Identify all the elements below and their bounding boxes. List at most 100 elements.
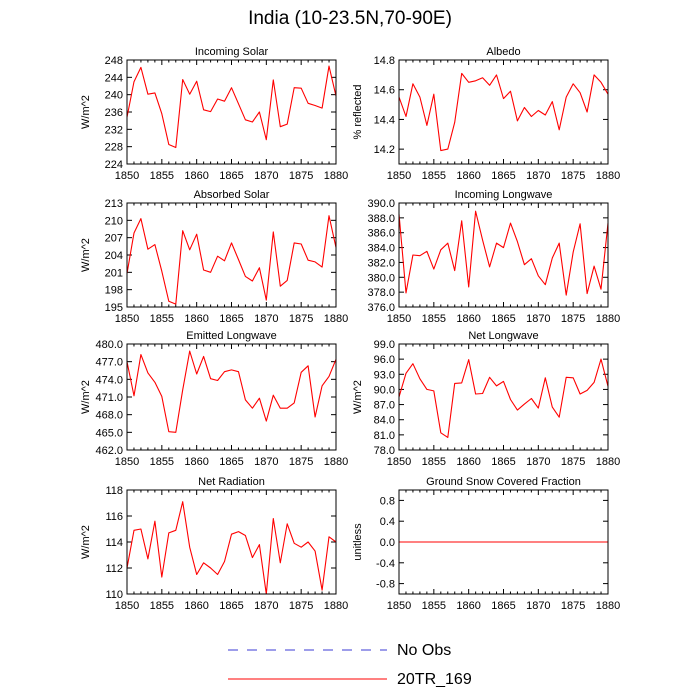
panel-1-title: Incoming Solar — [195, 46, 269, 58]
panel-1-xtick-label: 1855 — [150, 170, 174, 182]
panel-1-series-line — [126, 65, 337, 149]
panel-4-frame — [398, 202, 609, 308]
panel-1-ytick-label: 232 — [105, 124, 123, 136]
panel-8-xtick-label: 1875 — [561, 600, 585, 612]
panel-5-ytick-label: 471.0 — [95, 392, 123, 404]
panel-3-series-line — [126, 215, 337, 305]
panel-6-series-line — [398, 358, 609, 438]
panel-1-ytick-label: 224 — [105, 159, 123, 171]
panel-1-ytick-label: 248 — [105, 55, 123, 67]
panel-3-ytick-label: 207 — [105, 233, 123, 245]
panel-8-title: Ground Snow Covered Fraction — [426, 476, 581, 488]
panel-4-ytick-label: 384.0 — [367, 243, 395, 255]
panel-8-xtick-label: 1880 — [596, 600, 620, 612]
panel-1-xtick-label: 1865 — [219, 170, 243, 182]
panel-8-ytick-label: -0.8 — [376, 579, 395, 591]
panel-3-xtick-label: 1850 — [115, 313, 139, 325]
panel-5-xtick-label: 1865 — [219, 456, 243, 468]
panel-1-xtick-label: 1850 — [115, 170, 139, 182]
panel-1-xtick-label: 1870 — [254, 170, 278, 182]
panel-1-ytick-label: 228 — [105, 142, 123, 154]
panel-6-xtick-label: 1855 — [422, 456, 446, 468]
panel-5-xtick-label: 1875 — [289, 456, 313, 468]
panel-7-ytick-label: 112 — [105, 563, 123, 575]
panel-8-xtick-label: 1855 — [422, 600, 446, 612]
panel-3-ytick-label: 213 — [105, 198, 123, 210]
panel-3-xtick-label: 1875 — [289, 313, 313, 325]
panel-5-ytick-label: 477.0 — [95, 357, 123, 369]
panel-3-ytick-label: 201 — [105, 267, 123, 279]
panel-6-ytick-label: 99.0 — [374, 339, 395, 351]
panel-3-xtick-label: 1870 — [254, 313, 278, 325]
panel-2-xtick-label: 1870 — [526, 170, 550, 182]
panel-4-ytick-label: 386.0 — [367, 228, 395, 240]
panel-8-xtick-label: 1860 — [456, 600, 480, 612]
panel-2-xtick-label: 1880 — [596, 170, 620, 182]
panel-2-ylabel: % reflected — [352, 84, 364, 139]
panel-6-ytick-label: 81.0 — [374, 430, 395, 442]
panel-1-xtick-label: 1875 — [289, 170, 313, 182]
panel-6-xtick-label: 1850 — [387, 456, 411, 468]
panel-3-ytick-label: 204 — [105, 250, 123, 262]
panel-2-ytick-label: 14.8 — [374, 55, 395, 67]
panel-4-xtick-label: 1870 — [526, 313, 550, 325]
panel-4-xtick-label: 1860 — [456, 313, 480, 325]
panel-6-xtick-label: 1860 — [456, 456, 480, 468]
panel-7-title: Net Radiation — [198, 476, 265, 488]
panel-5-xtick-label: 1870 — [254, 456, 278, 468]
figure-title: India (10-23.5N,70-90E) — [248, 8, 452, 29]
panel-3-title: Absorbed Solar — [194, 189, 270, 201]
panel-6-xtick-label: 1865 — [491, 456, 515, 468]
panel-8-ytick-label: 0.8 — [380, 495, 395, 507]
panel-6-ytick-label: 84.0 — [374, 415, 395, 427]
panel-3-ytick-label: 198 — [105, 285, 123, 297]
panel-5-ylabel: W/m^2 — [80, 380, 92, 414]
panel-3-ytick-label: 195 — [105, 302, 123, 314]
panel-4-xtick-label: 1865 — [491, 313, 515, 325]
panel-6-xtick-label: 1870 — [526, 456, 550, 468]
panel-2-ytick-label: 14.6 — [374, 85, 395, 97]
panel-6-ytick-label: 78.0 — [374, 445, 395, 457]
panel-8-ytick-label: 0.4 — [380, 516, 395, 528]
panel-1-ytick-label: 240 — [105, 90, 123, 102]
panel-1-ytick-label: 236 — [105, 107, 123, 119]
panel-7-series-line — [126, 501, 337, 595]
panel-2-title: Albedo — [486, 46, 520, 58]
panel-8-ytick-label: 0.0 — [380, 537, 395, 549]
panel-7-xtick-label: 1850 — [115, 600, 139, 612]
panel-6-ytick-label: 87.0 — [374, 400, 395, 412]
panel-7-ytick-label: 118 — [105, 485, 123, 497]
panel-4-title: Incoming Longwave — [455, 189, 553, 201]
panel-5-title: Emitted Longwave — [186, 330, 277, 342]
panel-7-ylabel: W/m^2 — [80, 525, 92, 559]
panel-1-frame — [126, 59, 337, 165]
panel-3-ytick-label: 210 — [105, 215, 123, 227]
panel-3-xtick-label: 1860 — [184, 313, 208, 325]
panel-6-xtick-label: 1880 — [596, 456, 620, 468]
panel-2-series-line — [398, 72, 609, 152]
panel-2-xtick-label: 1855 — [422, 170, 446, 182]
panel-7-ytick-label: 110 — [105, 589, 123, 601]
panel-4-series-line — [398, 210, 609, 296]
panel-7-xtick-label: 1880 — [324, 600, 348, 612]
panel-5-xtick-label: 1855 — [150, 456, 174, 468]
panel-5-xtick-label: 1880 — [324, 456, 348, 468]
panel-7-xtick-label: 1860 — [184, 600, 208, 612]
panel-4-ytick-label: 388.0 — [367, 213, 395, 225]
panel-2-xtick-label: 1850 — [387, 170, 411, 182]
panel-1-xtick-label: 1860 — [184, 170, 208, 182]
panel-1-ytick-label: 244 — [105, 72, 123, 84]
panel-1-ylabel: W/m^2 — [80, 95, 92, 129]
panel-5-ytick-label: 468.0 — [95, 410, 123, 422]
panel-4-ytick-label: 390.0 — [367, 198, 395, 210]
panel-4-xtick-label: 1850 — [387, 313, 411, 325]
panel-3-xtick-label: 1855 — [150, 313, 174, 325]
panel-3-ylabel: W/m^2 — [80, 238, 92, 272]
panel-5-ytick-label: 462.0 — [95, 445, 123, 457]
panel-8-xtick-label: 1850 — [387, 600, 411, 612]
panel-8-ytick-label: -0.4 — [376, 558, 395, 570]
panel-4-ytick-label: 380.0 — [367, 272, 395, 284]
panel-7-frame — [126, 489, 337, 595]
panel-5-ytick-label: 480.0 — [95, 339, 123, 351]
panel-7-xtick-label: 1865 — [219, 600, 243, 612]
